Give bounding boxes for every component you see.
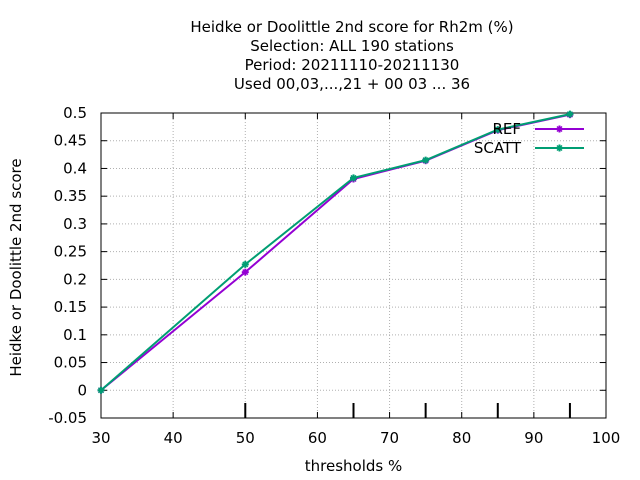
legend-marker <box>556 125 563 133</box>
y-tick-label: 0.05 <box>54 354 87 372</box>
series-scatt <box>97 110 574 394</box>
data-point <box>97 386 105 394</box>
data-point <box>566 110 574 118</box>
marker-stroke <box>242 269 249 276</box>
marker-stroke <box>242 261 249 268</box>
x-tick-label: 100 <box>592 429 621 447</box>
y-axis-label: Heidke or Doolittle 2nd score <box>7 158 25 376</box>
marker-stroke <box>422 157 429 164</box>
data-point <box>422 156 430 164</box>
y-tick-label: 0.3 <box>63 215 87 233</box>
y-tick-label: 0.5 <box>63 104 87 122</box>
marker-stroke <box>556 144 563 152</box>
x-axis-label: thresholds % <box>305 457 402 475</box>
legend-label: SCATT <box>474 139 522 157</box>
x-tick-label: 90 <box>524 429 543 447</box>
x-tick-label: 80 <box>452 429 471 447</box>
y-tick-label: 0.15 <box>54 298 87 316</box>
chart-title: Heidke or Doolittle 2nd score for Rh2m (… <box>190 18 513 93</box>
legend-label: REF <box>492 120 521 138</box>
series-line <box>100 113 571 392</box>
x-tick-label: 70 <box>380 429 399 447</box>
data-point <box>494 126 502 134</box>
x-tick-label: 60 <box>308 429 327 447</box>
x-tick-label: 50 <box>236 429 255 447</box>
data-point <box>241 268 249 276</box>
title-line: Used 00,03,...,21 + 00 03 ... 36 <box>234 75 470 93</box>
data-point <box>241 260 249 268</box>
legend-marker <box>556 144 563 152</box>
marker-stroke <box>97 387 105 394</box>
marker-stroke <box>494 126 501 133</box>
y-tick-label: 0.45 <box>54 132 87 150</box>
y-tick-label: 0.1 <box>63 326 87 344</box>
y-tick-label: 0.25 <box>54 243 87 261</box>
x-axis-ticks: 30 40 50 60 70 80 90 100 <box>91 113 620 447</box>
x-tick-label: 30 <box>91 429 110 447</box>
title-line: Selection: ALL 190 stations <box>250 37 454 55</box>
grid <box>101 113 606 418</box>
plot-border <box>100 112 607 419</box>
y-tick-label: 0.35 <box>54 187 87 205</box>
marker-stroke <box>556 125 563 133</box>
y-tick-label: -0.05 <box>48 409 87 427</box>
title-line: Period: 20211110-20211130 <box>245 56 460 74</box>
marker-stroke <box>566 111 573 118</box>
y-tick-label: 0 <box>77 381 87 399</box>
y-tick-label: 0.2 <box>63 270 87 288</box>
data-point <box>350 174 357 182</box>
title-line: Heidke or Doolittle 2nd score for Rh2m (… <box>190 18 513 36</box>
series <box>97 110 574 394</box>
marker-stroke <box>350 174 357 181</box>
x-tick-label: 40 <box>164 429 183 447</box>
count-bars <box>244 403 571 418</box>
y-axis-ticks: -0.05 0 0.05 0.1 0.15 0.2 0.25 0.3 0.35 0.4 0.45 0.… <box>48 104 606 427</box>
y-tick-label: 0.4 <box>63 159 87 177</box>
